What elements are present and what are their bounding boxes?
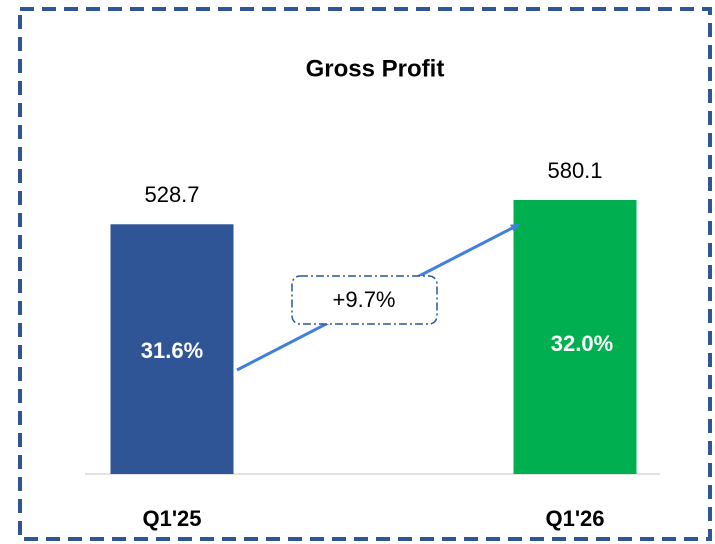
bar (110, 224, 234, 474)
value-label: 528.7 (144, 182, 199, 207)
value-label: 580.1 (547, 158, 602, 183)
inner-label: 32.0% (551, 331, 613, 356)
frame (18, 7, 712, 541)
chart-title: Gross Profit (306, 55, 445, 82)
bar (513, 200, 637, 474)
annotation-box (291, 275, 438, 325)
inner-label: 31.6% (141, 338, 203, 363)
x-tick-label: Q1'26 (545, 506, 604, 531)
x-tick-label: Q1'25 (142, 506, 201, 531)
annotation: +9.7% (333, 287, 396, 312)
